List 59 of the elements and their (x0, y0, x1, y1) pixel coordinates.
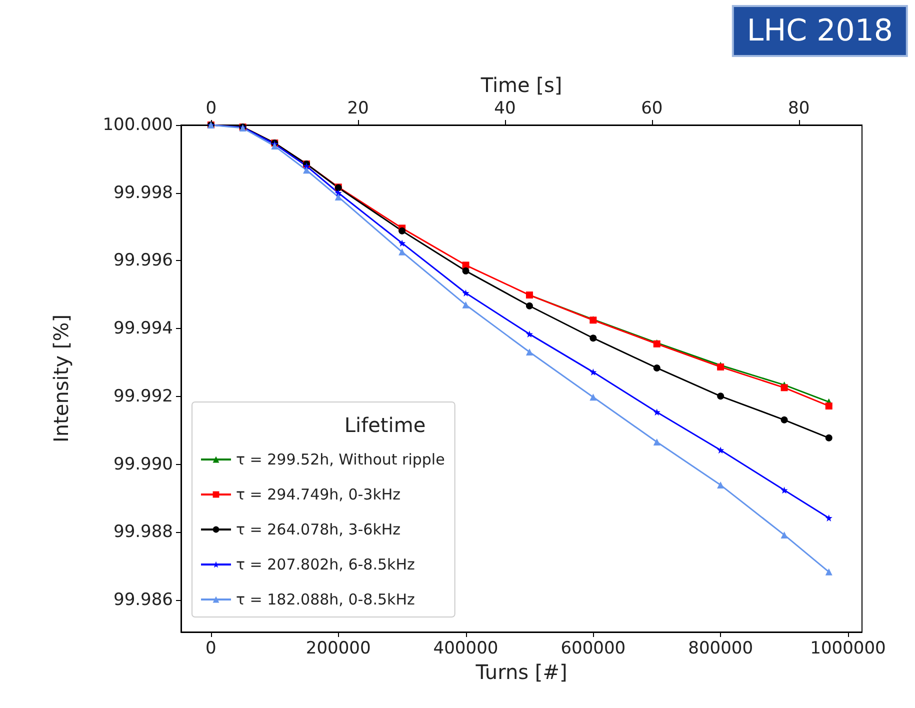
point (398, 240, 406, 247)
point (526, 330, 533, 338)
point (717, 482, 724, 489)
x-tick-label: 0 (206, 638, 216, 658)
x-axis-title: Turns [#] (474, 660, 568, 684)
y-tick-label: 99.996 (114, 250, 173, 271)
y-tick-label: 99.990 (114, 454, 173, 474)
point (462, 262, 470, 269)
point (271, 142, 278, 150)
y-tick-label: 99.986 (114, 590, 173, 610)
point (780, 384, 788, 392)
point (303, 166, 310, 174)
legend-label: τ = 299.52h, Without ripple (236, 450, 445, 468)
y-tick-label: 99.988 (114, 522, 173, 542)
point (653, 438, 660, 446)
point (780, 531, 788, 538)
y-tick-label: 99.998 (114, 182, 173, 203)
point (334, 193, 342, 200)
y-tick-label: 99.994 (114, 318, 173, 339)
x2-tick-label: 0 (206, 98, 217, 118)
legend-label: τ = 264.078h, 3-6kHz (236, 520, 401, 538)
point (825, 514, 832, 522)
x-tick-label: 800000 (688, 638, 754, 658)
point (653, 364, 660, 372)
x2-tick-label: 60 (641, 98, 663, 118)
point (526, 348, 533, 356)
y-tick-label: 100.000 (102, 115, 173, 135)
point (590, 368, 597, 376)
x-tick-label: 200000 (306, 638, 371, 658)
point (590, 394, 597, 401)
point (825, 434, 832, 442)
legend-label: τ = 182.088h, 0-8.5kHz (236, 590, 415, 608)
legend-label: τ = 207.802h, 6-8.5kHz (236, 556, 415, 574)
x2-axis-title: Time [s] (480, 73, 562, 98)
point (825, 402, 832, 410)
x-tick-label: 600000 (560, 638, 626, 658)
legend-title: Lifetime (344, 413, 426, 437)
point (590, 334, 597, 342)
y-axis-title: Intensity [%] (49, 314, 73, 443)
x2-tick-label: 20 (347, 98, 369, 118)
point (825, 568, 832, 576)
x-tick-label: 1000000 (810, 638, 886, 658)
y-tick-label: 99.992 (114, 386, 173, 406)
point (398, 248, 406, 256)
point (717, 446, 724, 454)
x2-tick-label: 80 (788, 98, 810, 118)
point (780, 416, 788, 424)
point (780, 486, 788, 494)
point (462, 267, 470, 274)
point (653, 408, 660, 416)
x-tick-label: 400000 (433, 638, 498, 658)
text: LHC 2018 (746, 14, 894, 48)
point (462, 289, 470, 296)
point (717, 392, 724, 400)
point (398, 227, 406, 234)
point (462, 301, 470, 308)
x2-tick-label: 40 (494, 98, 516, 118)
legend-label: τ = 294.749h, 0-3kHz (236, 486, 401, 504)
point (526, 302, 533, 310)
